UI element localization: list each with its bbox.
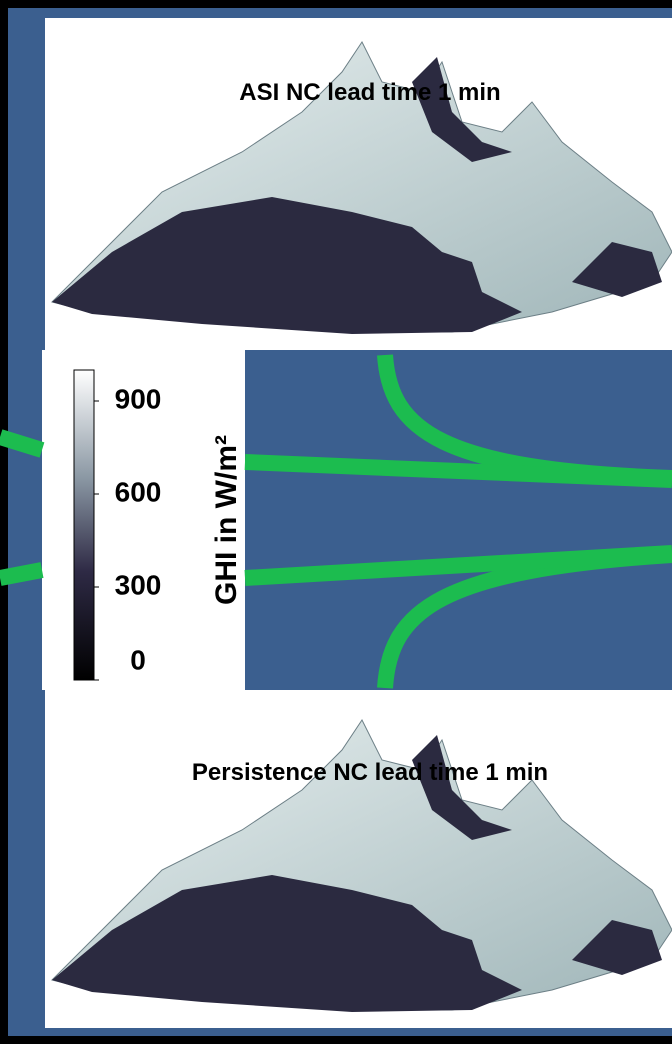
panel-title: Persistence NC lead time 1 min [192, 759, 548, 786]
colorbar-tick-label: 600 [115, 476, 162, 507]
colorbar [74, 370, 94, 680]
panel-title: ASI NC lead time 1 min [239, 79, 500, 106]
colorbar-label: GHI in W/m² [210, 435, 243, 605]
flow-panel [245, 350, 672, 690]
figure: ASI NC lead time 1 min Persistence NC le… [0, 0, 672, 1044]
colorbar-tick-label: 0 [130, 644, 146, 675]
colorbar-tick-label: 300 [115, 569, 162, 600]
colorbar-tick-label: 900 [115, 383, 162, 414]
